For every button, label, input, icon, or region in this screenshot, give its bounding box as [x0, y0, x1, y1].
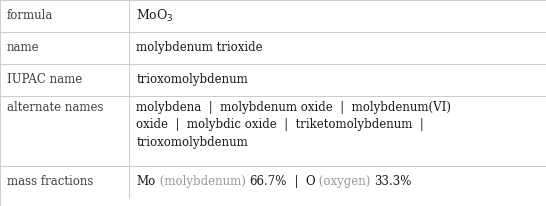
Text: name: name — [7, 41, 40, 54]
Text: alternate names: alternate names — [7, 101, 104, 114]
Text: mass fractions: mass fractions — [7, 175, 93, 188]
Text: (molybdenum): (molybdenum) — [156, 175, 250, 188]
Text: O: O — [306, 175, 315, 188]
Text: 66.7%: 66.7% — [250, 175, 287, 188]
Text: (oxygen): (oxygen) — [315, 175, 375, 188]
Text: molybdenum trioxide: molybdenum trioxide — [136, 41, 263, 54]
Text: formula: formula — [7, 9, 54, 22]
Text: 33.3%: 33.3% — [375, 175, 412, 188]
Text: |: | — [287, 175, 306, 188]
Text: molybdena  |  molybdenum oxide  |  molybdenum(VI)
oxide  |  molybdic oxide  |  t: molybdena | molybdenum oxide | molybdenu… — [136, 101, 452, 149]
Text: trioxomolybdenum: trioxomolybdenum — [136, 73, 248, 86]
Text: IUPAC name: IUPAC name — [7, 73, 82, 86]
Text: MoO$_3$: MoO$_3$ — [136, 8, 174, 24]
Text: Mo: Mo — [136, 175, 156, 188]
